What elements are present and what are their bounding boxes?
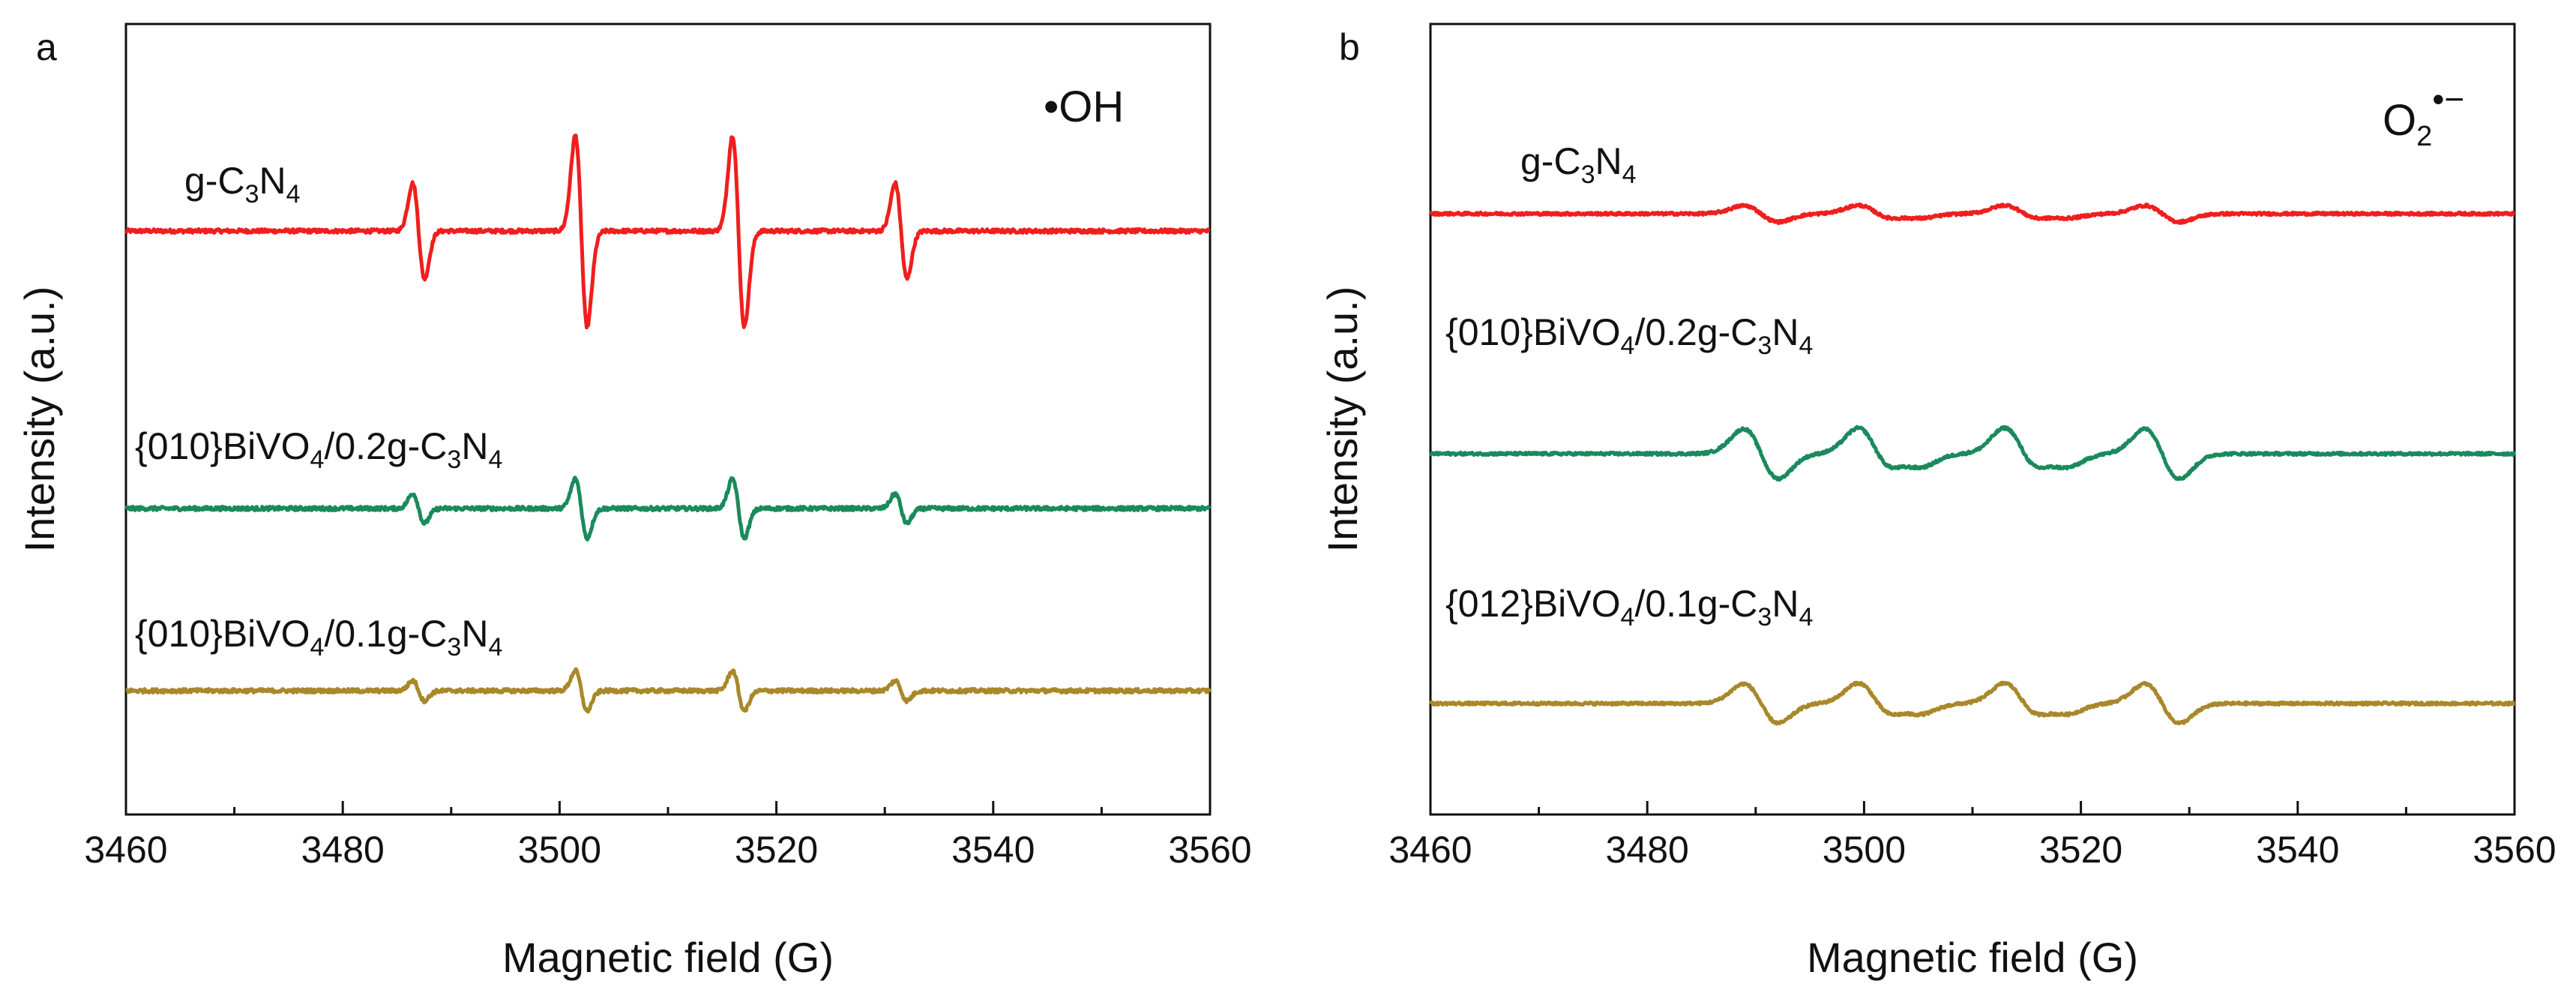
- panel-b-ticks: 3460 3480 3500 3520 3540 3560: [1388, 801, 2557, 871]
- series-line-1: [124, 134, 1212, 330]
- panel-a-x-axis-label: Magnetic field (G): [502, 934, 834, 981]
- panel-a-y-axis-label: Intensity (a.u.): [16, 286, 63, 553]
- panel-a-frame: [124, 22, 1212, 816]
- x-tick-label: 3460: [1388, 829, 1472, 871]
- panel-a-series-labels: g-C3N4 {010}BiVO4/0.2g-C3N4 {010}BiVO4/0.1…: [135, 160, 502, 662]
- series-label-1: g-C3N4: [1520, 140, 1637, 189]
- series-line-3: [1428, 680, 2516, 726]
- x-tick-label: 3480: [1606, 829, 1689, 871]
- svg-text:O2•−: O2•−: [2383, 80, 2464, 152]
- panel-b-x-axis-label: Magnetic field (G): [1807, 934, 2138, 981]
- x-tick-label: 3480: [301, 829, 385, 871]
- panel-a-series: [124, 134, 1212, 714]
- superoxide-species-sup: •−: [2432, 80, 2464, 118]
- series-line-2: [124, 476, 1212, 542]
- x-tick-label: 3500: [518, 829, 601, 871]
- series-line-1: [1428, 202, 2516, 225]
- x-tick-label: 3540: [951, 829, 1035, 871]
- series-label-2: {010}BiVO4/0.2g-C3N4: [135, 425, 502, 474]
- panel-b-series: [1428, 202, 2517, 726]
- panel-a-ticks: 3460 3480 3500 3520 3540 3560: [84, 801, 1252, 871]
- series-label-3: {010}BiVO4/0.1g-C3N4: [135, 613, 502, 662]
- series-line-2: [1429, 424, 2517, 482]
- x-tick-label: 3560: [1168, 829, 1251, 871]
- x-tick-label: 3560: [2473, 829, 2556, 871]
- panel-b: b 3460 3480 3500 3520 3540 3560 g-C3N4 {010}Bi…: [1319, 22, 2557, 981]
- superoxide-species-main: O: [2383, 96, 2416, 145]
- series-label-2: {010}BiVO4/0.2g-C3N4: [1445, 311, 1813, 360]
- superoxide-species-sub: 2: [2416, 121, 2432, 152]
- panel-a-letter: a: [36, 26, 57, 68]
- panel-a-species-label: •OH: [1044, 82, 1124, 131]
- panel-b-letter: b: [1339, 26, 1360, 68]
- x-tick-label: 3540: [2256, 829, 2339, 871]
- x-tick-label: 3520: [735, 829, 818, 871]
- panel-a: a 3460 3480 3500 3520 3540 3560 g-C3N4 {010}Bi…: [16, 22, 1252, 981]
- series-label-3: {012}BiVO4/0.1g-C3N4: [1445, 583, 1813, 632]
- oh-radical-species: •OH: [1044, 82, 1124, 131]
- series-label-1: g-C3N4: [184, 160, 301, 208]
- panel-b-species-label: O2•−: [2383, 80, 2464, 152]
- x-tick-label: 3460: [84, 829, 167, 871]
- series-line-3: [124, 667, 1212, 714]
- x-tick-label: 3520: [2039, 829, 2122, 871]
- panel-b-y-axis-label: Intensity (a.u.): [1319, 286, 1366, 553]
- x-tick-label: 3500: [1823, 829, 1906, 871]
- panel-b-frame: [1429, 22, 2516, 816]
- panel-b-series-labels: g-C3N4 {010}BiVO4/0.2g-C3N4 {012}BiVO4/0.1…: [1445, 140, 1813, 632]
